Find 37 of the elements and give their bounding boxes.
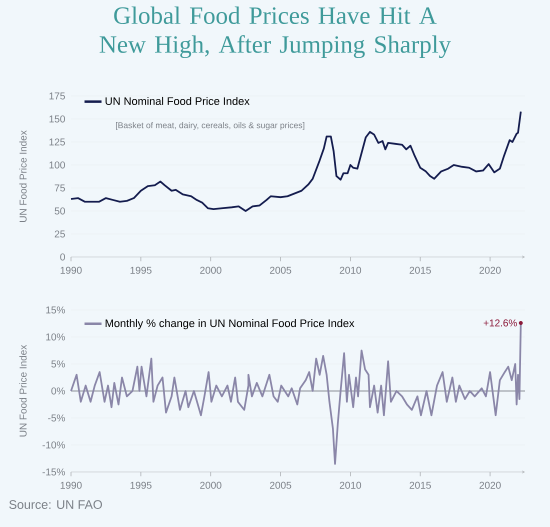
- x-tick-label: 2005: [270, 266, 292, 274]
- y-tick-label: 25: [54, 230, 65, 238]
- annotation: +12.6%: [484, 319, 517, 326]
- y-tick-label: -5%: [48, 414, 66, 422]
- x-tick-label: 1995: [130, 266, 152, 274]
- x-tick-label: 2010: [340, 482, 362, 489]
- y-tick-label: -15%: [42, 468, 66, 476]
- y-tick-label: 75: [54, 184, 65, 192]
- annotation: [Basket of meat, dairy, cereals, oils & sugar prices]: [116, 122, 304, 130]
- y-tick-label: 0%: [51, 387, 66, 395]
- x-tick-label: 1995: [130, 482, 152, 489]
- x-tick-label: 2010: [340, 266, 362, 274]
- y-tick-label: 175: [50, 92, 65, 100]
- y-tick-label: 150: [50, 115, 65, 123]
- x-tick-label: 2005: [270, 482, 292, 489]
- chart-title: Global Food Prices Have Hit A New High, After Jumping Sharply: [100, 6, 451, 58]
- x-tick-label: 2015: [410, 482, 431, 489]
- x-tick-label: 1990: [60, 482, 82, 489]
- y-tick-label: 100: [50, 161, 65, 169]
- x-tick-label: 1990: [60, 266, 82, 274]
- y-tick-label: 5%: [51, 360, 66, 368]
- source-note: Source: UN FAO: [9, 500, 102, 509]
- y-tick-label: 50: [54, 207, 65, 215]
- y-tick-label: 0: [60, 253, 65, 261]
- y-axis-title: UN Food Price Index: [19, 130, 27, 222]
- y-tick-label: 15%: [46, 306, 66, 314]
- y-tick-label: 10%: [46, 333, 66, 341]
- y-tick-label: -10%: [42, 441, 66, 449]
- y-tick-label: 125: [50, 138, 65, 146]
- x-tick-label: 2000: [200, 482, 222, 489]
- x-tick-label: 2020: [480, 482, 501, 489]
- x-tick-label: 2020: [480, 266, 501, 274]
- legend-label: UN Nominal Food Price Index: [106, 96, 250, 105]
- y-axis-title: UN Food Price Index: [19, 344, 27, 436]
- x-tick-label: 2000: [200, 266, 222, 274]
- legend-label: Monthly % change in UN Nominal Food Price Index: [106, 319, 354, 330]
- x-tick-label: 2015: [410, 266, 431, 274]
